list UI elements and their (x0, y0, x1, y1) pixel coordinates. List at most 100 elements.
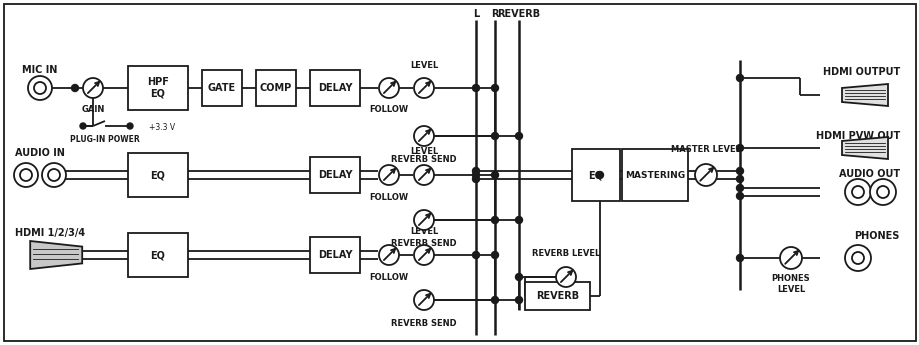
Text: HDMI OUTPUT: HDMI OUTPUT (822, 67, 899, 77)
Text: MASTERING: MASTERING (624, 170, 685, 179)
Bar (128, 153, 187, 197)
Circle shape (414, 290, 434, 310)
Text: PHONES: PHONES (854, 231, 899, 241)
Circle shape (414, 210, 434, 230)
Bar (255, 70, 296, 106)
Circle shape (491, 252, 498, 258)
Bar (310, 237, 359, 273)
Circle shape (42, 163, 66, 187)
Circle shape (876, 186, 888, 198)
Circle shape (779, 247, 801, 269)
Bar (128, 233, 187, 277)
Text: PHONES
LEVEL: PHONES LEVEL (771, 274, 810, 294)
Text: LEVEL: LEVEL (410, 148, 437, 157)
Circle shape (34, 82, 46, 94)
Text: COMP: COMP (259, 83, 292, 93)
Circle shape (515, 296, 522, 304)
Circle shape (844, 179, 870, 205)
Text: MASTER LEVEL: MASTER LEVEL (670, 145, 740, 154)
Polygon shape (841, 137, 887, 159)
Bar (525, 282, 589, 310)
Text: LEVEL: LEVEL (410, 60, 437, 69)
Circle shape (515, 274, 522, 280)
Polygon shape (841, 84, 887, 106)
Circle shape (515, 217, 522, 224)
Circle shape (14, 163, 38, 187)
Circle shape (851, 252, 863, 264)
Text: MIC IN: MIC IN (22, 65, 58, 75)
Circle shape (851, 186, 863, 198)
Circle shape (555, 267, 575, 287)
Circle shape (414, 165, 434, 185)
Bar (310, 70, 359, 106)
Circle shape (127, 123, 133, 129)
Text: LEVEL: LEVEL (410, 227, 437, 237)
Circle shape (844, 245, 870, 271)
Text: +3.3 V: +3.3 V (149, 124, 175, 132)
Circle shape (414, 126, 434, 146)
Circle shape (515, 132, 522, 139)
Circle shape (736, 185, 743, 191)
Circle shape (491, 85, 498, 91)
Text: HPF
EQ: HPF EQ (147, 77, 169, 99)
Text: EQ: EQ (151, 250, 165, 260)
Circle shape (28, 76, 52, 100)
Text: FOLLOW: FOLLOW (369, 106, 408, 115)
Circle shape (491, 217, 498, 224)
Text: PLUG-IN POWER: PLUG-IN POWER (70, 136, 140, 145)
Text: REVERB: REVERB (497, 9, 540, 19)
Circle shape (20, 169, 32, 181)
Circle shape (80, 123, 85, 129)
Text: REVERB SEND: REVERB SEND (391, 318, 457, 327)
Circle shape (694, 164, 716, 186)
Text: REVERB SEND: REVERB SEND (391, 155, 457, 164)
Bar (202, 70, 242, 106)
Text: EQ: EQ (151, 170, 165, 180)
Circle shape (736, 255, 743, 262)
Circle shape (472, 252, 479, 258)
Text: AUDIO OUT: AUDIO OUT (838, 169, 899, 179)
Text: FOLLOW: FOLLOW (369, 193, 408, 201)
Circle shape (414, 78, 434, 98)
Circle shape (472, 85, 479, 91)
Text: REVERB: REVERB (536, 291, 578, 301)
Text: GATE: GATE (208, 83, 236, 93)
Text: REVERB LEVEL: REVERB LEVEL (531, 249, 599, 258)
Polygon shape (30, 241, 82, 269)
Bar (621, 149, 687, 201)
Text: DELAY: DELAY (317, 170, 352, 180)
Text: AUDIO IN: AUDIO IN (15, 148, 65, 158)
Circle shape (736, 193, 743, 199)
Circle shape (72, 85, 78, 91)
Text: DELAY: DELAY (317, 83, 352, 93)
Text: HDMI 1/2/3/4: HDMI 1/2/3/4 (15, 228, 85, 238)
Circle shape (379, 78, 399, 98)
Circle shape (736, 176, 743, 183)
Text: DELAY: DELAY (317, 250, 352, 260)
Text: EQ: EQ (588, 170, 603, 180)
Circle shape (491, 132, 498, 139)
Text: GAIN: GAIN (81, 106, 105, 115)
Circle shape (596, 171, 603, 178)
Circle shape (414, 245, 434, 265)
Circle shape (83, 78, 103, 98)
Circle shape (379, 165, 399, 185)
Circle shape (491, 296, 498, 304)
Circle shape (491, 171, 498, 178)
Bar (310, 157, 359, 193)
Text: REVERB SEND: REVERB SEND (391, 238, 457, 247)
Bar (128, 66, 187, 110)
Circle shape (379, 245, 399, 265)
Circle shape (869, 179, 895, 205)
Circle shape (472, 171, 479, 178)
Circle shape (472, 168, 479, 175)
Text: FOLLOW: FOLLOW (369, 273, 408, 282)
Circle shape (48, 169, 60, 181)
Circle shape (736, 145, 743, 151)
Circle shape (736, 75, 743, 81)
Circle shape (472, 176, 479, 183)
Text: L: L (472, 9, 479, 19)
Text: R: R (491, 9, 498, 19)
Bar (572, 149, 619, 201)
Circle shape (736, 168, 743, 175)
